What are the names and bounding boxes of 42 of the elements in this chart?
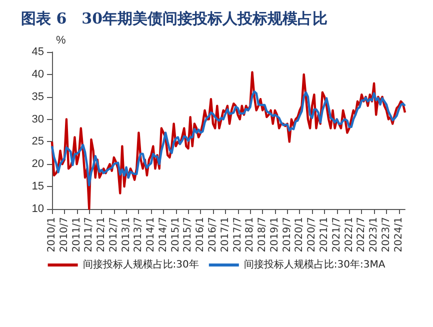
x-tick-label: 2013/7 [133, 217, 144, 252]
legend-label: 间接投标人规模占比:30年:3MA [244, 258, 386, 270]
x-tick-label: 2015/1 [170, 217, 182, 252]
y-tick-label: 45 [32, 46, 44, 58]
y-tick-label: 40 [32, 68, 44, 80]
x-tick-label: 2012/1 [96, 217, 108, 252]
line-series [50, 90, 406, 186]
x-tick-label: 2020/1 [294, 217, 306, 252]
y-axis-title: % [56, 34, 66, 46]
x-tick-label: 2021/7 [331, 217, 342, 252]
x-tick-label: 2024/1 [393, 217, 404, 252]
y-tick-label: 20 [32, 158, 44, 170]
x-tick-label: 2017/7 [232, 217, 244, 252]
x-tick-label: 2021/1 [318, 217, 330, 252]
x-tick-label: 2013/1 [120, 217, 132, 252]
x-tick-label: 2010/7 [58, 217, 70, 252]
x-tick-label: 2016/7 [208, 217, 219, 252]
y-tick-label: 15 [32, 180, 44, 193]
y-tick-label: 30 [32, 113, 44, 126]
x-tick-label: 2022/1 [344, 217, 355, 252]
x-tick-label: 2023/7 [380, 217, 392, 252]
y-tick-label: 25 [32, 136, 44, 148]
legend-label: 间接投标人规模占比:30年 [82, 258, 199, 270]
x-tick-label: 2018/7 [257, 217, 268, 252]
x-tick-label: 2020/7 [306, 217, 318, 252]
y-tick-label: 35 [32, 90, 44, 103]
x-tick-label: 2011/1 [71, 217, 82, 252]
x-tick-label: 2014/7 [158, 217, 169, 252]
x-tick-label: 2022/7 [356, 217, 368, 252]
chart-title: 图表 6 30年期美债间接投标人投标规模占比 [21, 10, 328, 28]
x-tick-label: 2011/7 [84, 217, 95, 252]
x-tick-label: 2014/1 [146, 217, 157, 252]
x-tick-label: 2019/7 [282, 217, 293, 252]
x-tick-label: 2023/1 [368, 217, 380, 252]
x-tick-label: 2016/1 [195, 217, 206, 252]
x-tick-label: 2017/1 [220, 217, 231, 252]
x-tick-label: 2012/7 [108, 217, 120, 252]
y-tick-label: 10 [32, 203, 44, 215]
x-tick-label: 2019/1 [269, 217, 280, 252]
x-tick-label: 2018/1 [244, 217, 256, 252]
x-tick-label: 2010/1 [46, 217, 58, 252]
x-tick-label: 2015/7 [182, 217, 194, 252]
